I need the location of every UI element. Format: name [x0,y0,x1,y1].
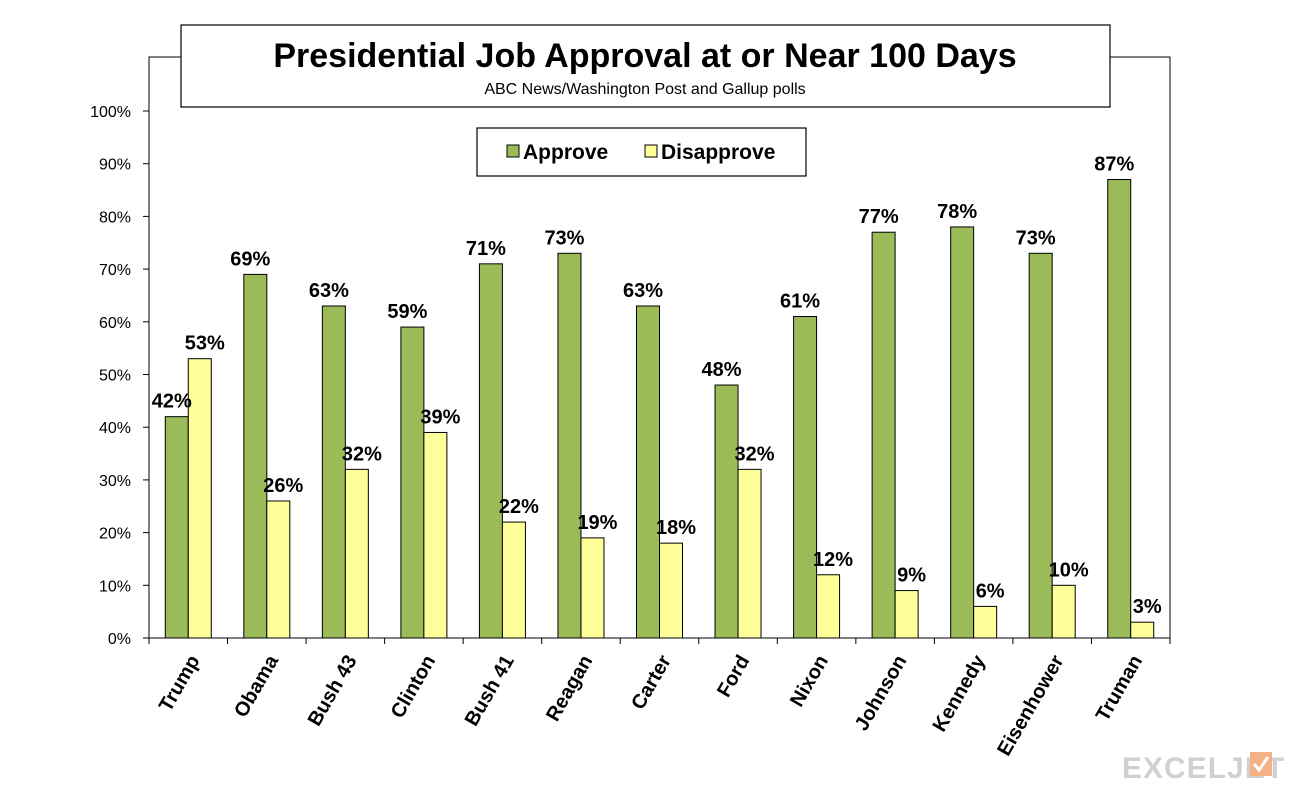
data-label-disapprove-carter: 18% [656,517,696,539]
bar-disapprove-trump [187,358,212,639]
legend-swatch-disapprove [644,144,658,158]
chart-title: Presidential Job Approval at or Near 100… [273,37,1016,75]
exceljet-logo-mark [1250,752,1272,776]
legend: Approve Disapprove [476,127,807,177]
exceljet-logo-check-icon [1252,756,1270,773]
x-category-label-reagan: Reagan [542,652,597,726]
bar-disapprove-carter [659,542,683,639]
data-label-approve-nixon: 61% [780,291,820,313]
bar-disapprove-truman [1130,621,1155,639]
data-label-disapprove-truman: 3% [1133,596,1162,618]
x-category-label-carter: Carter [627,651,676,713]
y-tick-label: 80% [99,209,131,226]
legend-label-disapprove: Disapprove [661,141,775,164]
x-category-label-eisenhower: Eisenhower [993,651,1068,759]
y-tick-label: 40% [99,420,131,437]
data-label-disapprove-obama: 26% [263,475,303,497]
data-label-disapprove-ford: 32% [735,443,775,465]
data-label-approve-bush-41: 71% [466,238,506,260]
data-label-disapprove-eisenhower: 10% [1049,559,1089,581]
data-label-disapprove-clinton: 39% [420,406,460,428]
bars-group [164,179,1155,639]
legend-box [476,127,807,177]
data-label-disapprove-trump: 53% [185,333,225,355]
x-axis: Trump Obama Bush 43 Clinton Bush 41 Reagan Car… [148,638,1171,760]
y-axis: 0% 10% 20% 30% 40% 50% 60% 70% 80% 90% 100% [90,104,149,648]
bar-approve-truman [1107,179,1132,639]
bar-approve-nixon [793,316,818,639]
data-label-disapprove-bush-43: 32% [342,443,382,465]
data-label-approve-trump: 42% [152,391,192,413]
x-category-label-kennedy: Kennedy [929,651,991,736]
legend-swatch-approve [506,144,520,158]
x-category-label-obama: Obama [230,651,283,721]
y-tick-label: 30% [99,473,131,490]
bar-disapprove-nixon [816,574,841,639]
data-label-disapprove-reagan: 19% [577,512,617,534]
data-label-approve-johnson: 77% [859,206,899,228]
bar-approve-carter [636,305,660,639]
x-category-label-trump: Trump [155,652,205,716]
data-label-disapprove-bush-41: 22% [499,496,539,518]
exceljet-logo: EXCELJET [1122,752,1284,785]
x-category-label-bush-41: Bush 41 [461,652,519,730]
data-label-approve-kennedy: 78% [937,201,977,223]
bar-approve-obama [243,273,268,639]
x-category-label-clinton: Clinton [387,652,440,723]
bar-approve-clinton [400,326,425,639]
data-label-approve-clinton: 59% [387,301,427,323]
data-label-approve-eisenhower: 73% [1016,227,1056,249]
bar-disapprove-clinton [423,431,448,639]
data-label-disapprove-johnson: 9% [897,565,926,587]
bar-disapprove-johnson [894,590,919,639]
bar-disapprove-bush-41 [501,521,526,639]
bar-disapprove-reagan [580,537,605,639]
bar-approve-bush-43 [321,305,346,639]
bar-disapprove-kennedy [973,605,998,639]
bar-approve-eisenhower [1028,252,1053,639]
y-tick-label: 20% [99,526,131,543]
data-label-approve-obama: 69% [230,248,270,270]
data-label-approve-bush-43: 63% [309,280,349,302]
y-tick-label: 50% [99,368,131,385]
data-label-disapprove-kennedy: 6% [976,580,1005,602]
y-tick-label: 10% [99,578,131,595]
y-tick-label: 90% [99,157,131,174]
bar-approve-kennedy [950,226,975,639]
y-tick-label: 100% [90,104,131,121]
title-box [180,24,1111,108]
bar-disapprove-bush-43 [344,468,369,639]
y-tick-label: 70% [99,262,131,279]
data-label-approve-reagan: 73% [544,227,584,249]
bar-approve-bush-41 [478,263,503,639]
x-category-label-ford: Ford [713,652,754,701]
x-category-label-johnson: Johnson [851,652,912,735]
y-tick-label: 60% [99,315,131,332]
bar-disapprove-eisenhower [1051,584,1076,639]
bar-approve-reagan [557,252,582,639]
data-label-disapprove-nixon: 12% [813,549,853,571]
legend-label-approve: Approve [523,141,608,164]
data-label-approve-carter: 63% [623,280,663,302]
y-tick-label: 0% [108,631,131,648]
bar-approve-johnson [871,231,896,639]
bar-approve-ford [714,384,739,639]
chart-subtitle: ABC News/Washington Post and Gallup poll… [484,81,805,98]
bar-approve-trump [164,416,189,639]
data-label-approve-truman: 87% [1094,154,1134,176]
bar-disapprove-obama [266,500,291,639]
x-category-label-bush-43: Bush 43 [304,652,362,730]
bar-disapprove-ford [737,468,762,639]
data-labels-group: 42% 53% 69% 26% 63% 32% 59% 39% 71% 22% 73% 19% 63% 1… [152,154,1162,619]
data-label-approve-ford: 48% [702,359,742,381]
x-category-label-nixon: Nixon [786,652,833,711]
x-category-label-truman: Truman [1092,652,1147,726]
